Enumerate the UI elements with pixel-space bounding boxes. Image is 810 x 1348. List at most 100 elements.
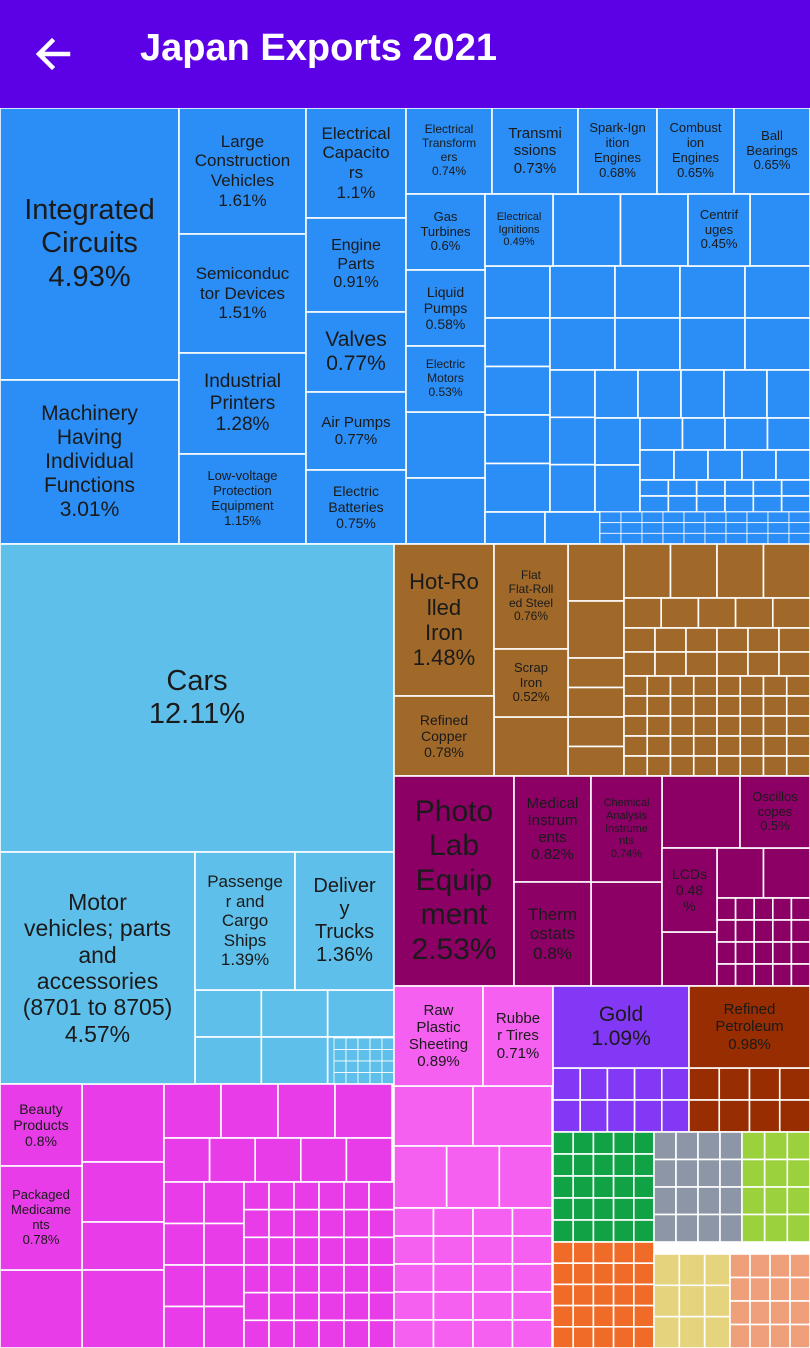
- treemap-cell-sector_khaki-384: [703, 1284, 731, 1318]
- treemap-cell-metals-116: [762, 543, 810, 599]
- treemap-cell-machinery-4: [549, 265, 616, 319]
- treemap-cell-metals-157: [785, 715, 810, 737]
- treemap-cell-chemicals-256: [343, 1319, 370, 1348]
- treemap-cell-sector_green-312: [572, 1175, 595, 1199]
- treemap-tile-oscilloscopes: [739, 775, 810, 849]
- tile-label-line: LCDs: [671, 865, 707, 882]
- treemap-cell-sector_orange-365: [572, 1283, 595, 1307]
- treemap-cell-sector_orange-374: [552, 1326, 575, 1348]
- treemap-cell-plastics_rubber-268: [432, 1235, 474, 1265]
- treemap-cell-instruments-175: [661, 775, 741, 849]
- treemap-cell-metals-167: [646, 755, 672, 777]
- treemap-cell-machinery-49: [752, 495, 783, 513]
- back-button[interactable]: [22, 24, 84, 84]
- treemap-cell-plastics_rubber-278: [511, 1291, 553, 1321]
- treemap-tile-chemical-analysis-instruments: [590, 775, 663, 883]
- treemap-cell-machinery-50: [780, 495, 810, 513]
- treemap-cell-metals-144: [669, 695, 695, 717]
- tile-label-line: Electric: [333, 482, 379, 499]
- treemap-cell-instruments-186: [753, 919, 774, 943]
- treemap-cell-metals-155: [739, 715, 765, 737]
- tile-label-line: Beauty: [19, 1100, 63, 1117]
- treemap-cell-metals-166: [623, 755, 649, 777]
- treemap-cell-chemicals-235: [268, 1236, 295, 1266]
- treemap-cell-precious_metals-286: [633, 1067, 663, 1101]
- tile-label-beauty-products: Beauty Products 0.8%: [0, 1084, 82, 1166]
- tile-label-line: Hot-Ro: [409, 569, 479, 595]
- treemap-cell-plastics_rubber-266: [511, 1207, 553, 1237]
- treemap-cell-chemicals-228: [243, 1208, 270, 1239]
- treemap-cell-plastics_rubber-269: [472, 1235, 514, 1265]
- treemap-cell-sector_gray-328: [697, 1131, 721, 1161]
- treemap-tile-thermostats: [513, 881, 592, 987]
- treemap-cell-transport-99: [357, 1060, 371, 1073]
- treemap-cell-chemicals-242: [293, 1264, 320, 1294]
- tile-value: 2.53%: [411, 932, 497, 966]
- treemap-cell-chemicals-255: [318, 1319, 345, 1348]
- tile-value: 0.74%: [610, 847, 643, 860]
- treemap-cell-machinery-42: [724, 479, 755, 497]
- treemap-tile-spark-ignition-engines: [577, 108, 658, 195]
- tile-label-line: copes: [757, 803, 793, 819]
- tile-label-machinery-having-individual-functions: Machinery Having Individual Functions 3.01%: [0, 380, 179, 544]
- tile-label-line: Iron: [425, 620, 463, 645]
- treemap-cell-machinery-20: [637, 369, 682, 419]
- tile-value: 0.65%: [753, 157, 791, 173]
- treemap-cell-chemicals-205: [163, 1083, 222, 1139]
- treemap-cell-chemicals-229: [268, 1208, 295, 1239]
- treemap-cell-chemicals-253: [268, 1319, 295, 1348]
- treemap-cell-instruments-183: [790, 897, 810, 921]
- tile-label-line: nts: [619, 835, 634, 848]
- treemap-cell-sector_gray-341: [719, 1213, 743, 1243]
- tile-label-liquid-pumps: Liquid Pumps 0.58%: [406, 270, 485, 346]
- treemap-cell-instruments-177: [762, 847, 810, 899]
- treemap-cell-precious_metals-292: [660, 1099, 690, 1133]
- treemap-cell-machinery-46: [667, 495, 698, 513]
- tile-value: 0.65%: [677, 164, 714, 180]
- treemap-cell-sector_lime-344: [786, 1131, 810, 1161]
- treemap-cell-plastics_rubber-267: [393, 1235, 435, 1265]
- treemap-cell-metals-143: [646, 695, 672, 717]
- treemap-cell-machinery-44: [780, 479, 810, 497]
- treemap-tile-electric-motors: [405, 345, 486, 413]
- treemap-cell-sector_green-310: [632, 1153, 655, 1177]
- treemap-cell-mineral_products-295: [748, 1067, 781, 1101]
- treemap-cell-sector_orange-354: [552, 1241, 575, 1265]
- treemap-cell-metals-124: [685, 627, 718, 653]
- treemap-cell-sector_green-311: [552, 1175, 575, 1199]
- arrow-left-icon: [35, 37, 71, 71]
- treemap-cell-instruments-193: [790, 941, 810, 965]
- tile-value: 12.11%: [148, 698, 246, 730]
- tile-value: %: [683, 898, 696, 915]
- treemap-cell-mineral_products-297: [688, 1099, 721, 1133]
- treemap-cell-machinery-56: [704, 511, 727, 524]
- tile-value: 1.09%: [591, 1027, 651, 1050]
- treemap-cell-chemicals-244: [343, 1264, 370, 1294]
- treemap-cell-plastics_rubber-263: [393, 1207, 435, 1237]
- tile-label-line: Refined: [419, 711, 469, 728]
- treemap-cell-chemicals-233: [368, 1208, 395, 1239]
- tile-label-line: 0.48: [675, 881, 704, 898]
- tile-label-line: Vehicles: [210, 171, 275, 190]
- treemap-tile-raw-plastic-sheeting: [393, 985, 484, 1087]
- treemap-cell-sector_orange-364: [552, 1283, 575, 1307]
- tile-value: 0.73%: [513, 159, 557, 177]
- treemap-cell-metals-141: [785, 675, 810, 697]
- treemap-cell-sector_green-308: [592, 1153, 615, 1177]
- treemap-cell-chemicals-257: [368, 1319, 395, 1348]
- treemap-cell-sector_gray-327: [675, 1131, 699, 1161]
- treemap-cell-chemicals-252: [243, 1319, 270, 1348]
- treemap-cell-mineral_products-300: [778, 1099, 810, 1133]
- treemap-cell-mineral_products-296: [778, 1067, 810, 1101]
- treemap-cell-transport-91: [381, 1037, 395, 1050]
- treemap-cell-sector_green-315: [632, 1175, 655, 1199]
- treemap-cell-transport-97: [333, 1060, 347, 1073]
- treemap-cell-chemicals-218: [163, 1264, 205, 1308]
- treemap-cell-machinery-40: [667, 479, 698, 497]
- treemap-cell-machinery-26: [639, 417, 684, 451]
- tile-label-line: accessories: [36, 968, 159, 994]
- treemap-cell-instruments-195: [734, 963, 755, 987]
- treemap-cell-metals-133: [778, 651, 810, 677]
- treemap-cell-machinery-17: [549, 416, 596, 466]
- treemap-tile-transmissions: [491, 108, 579, 195]
